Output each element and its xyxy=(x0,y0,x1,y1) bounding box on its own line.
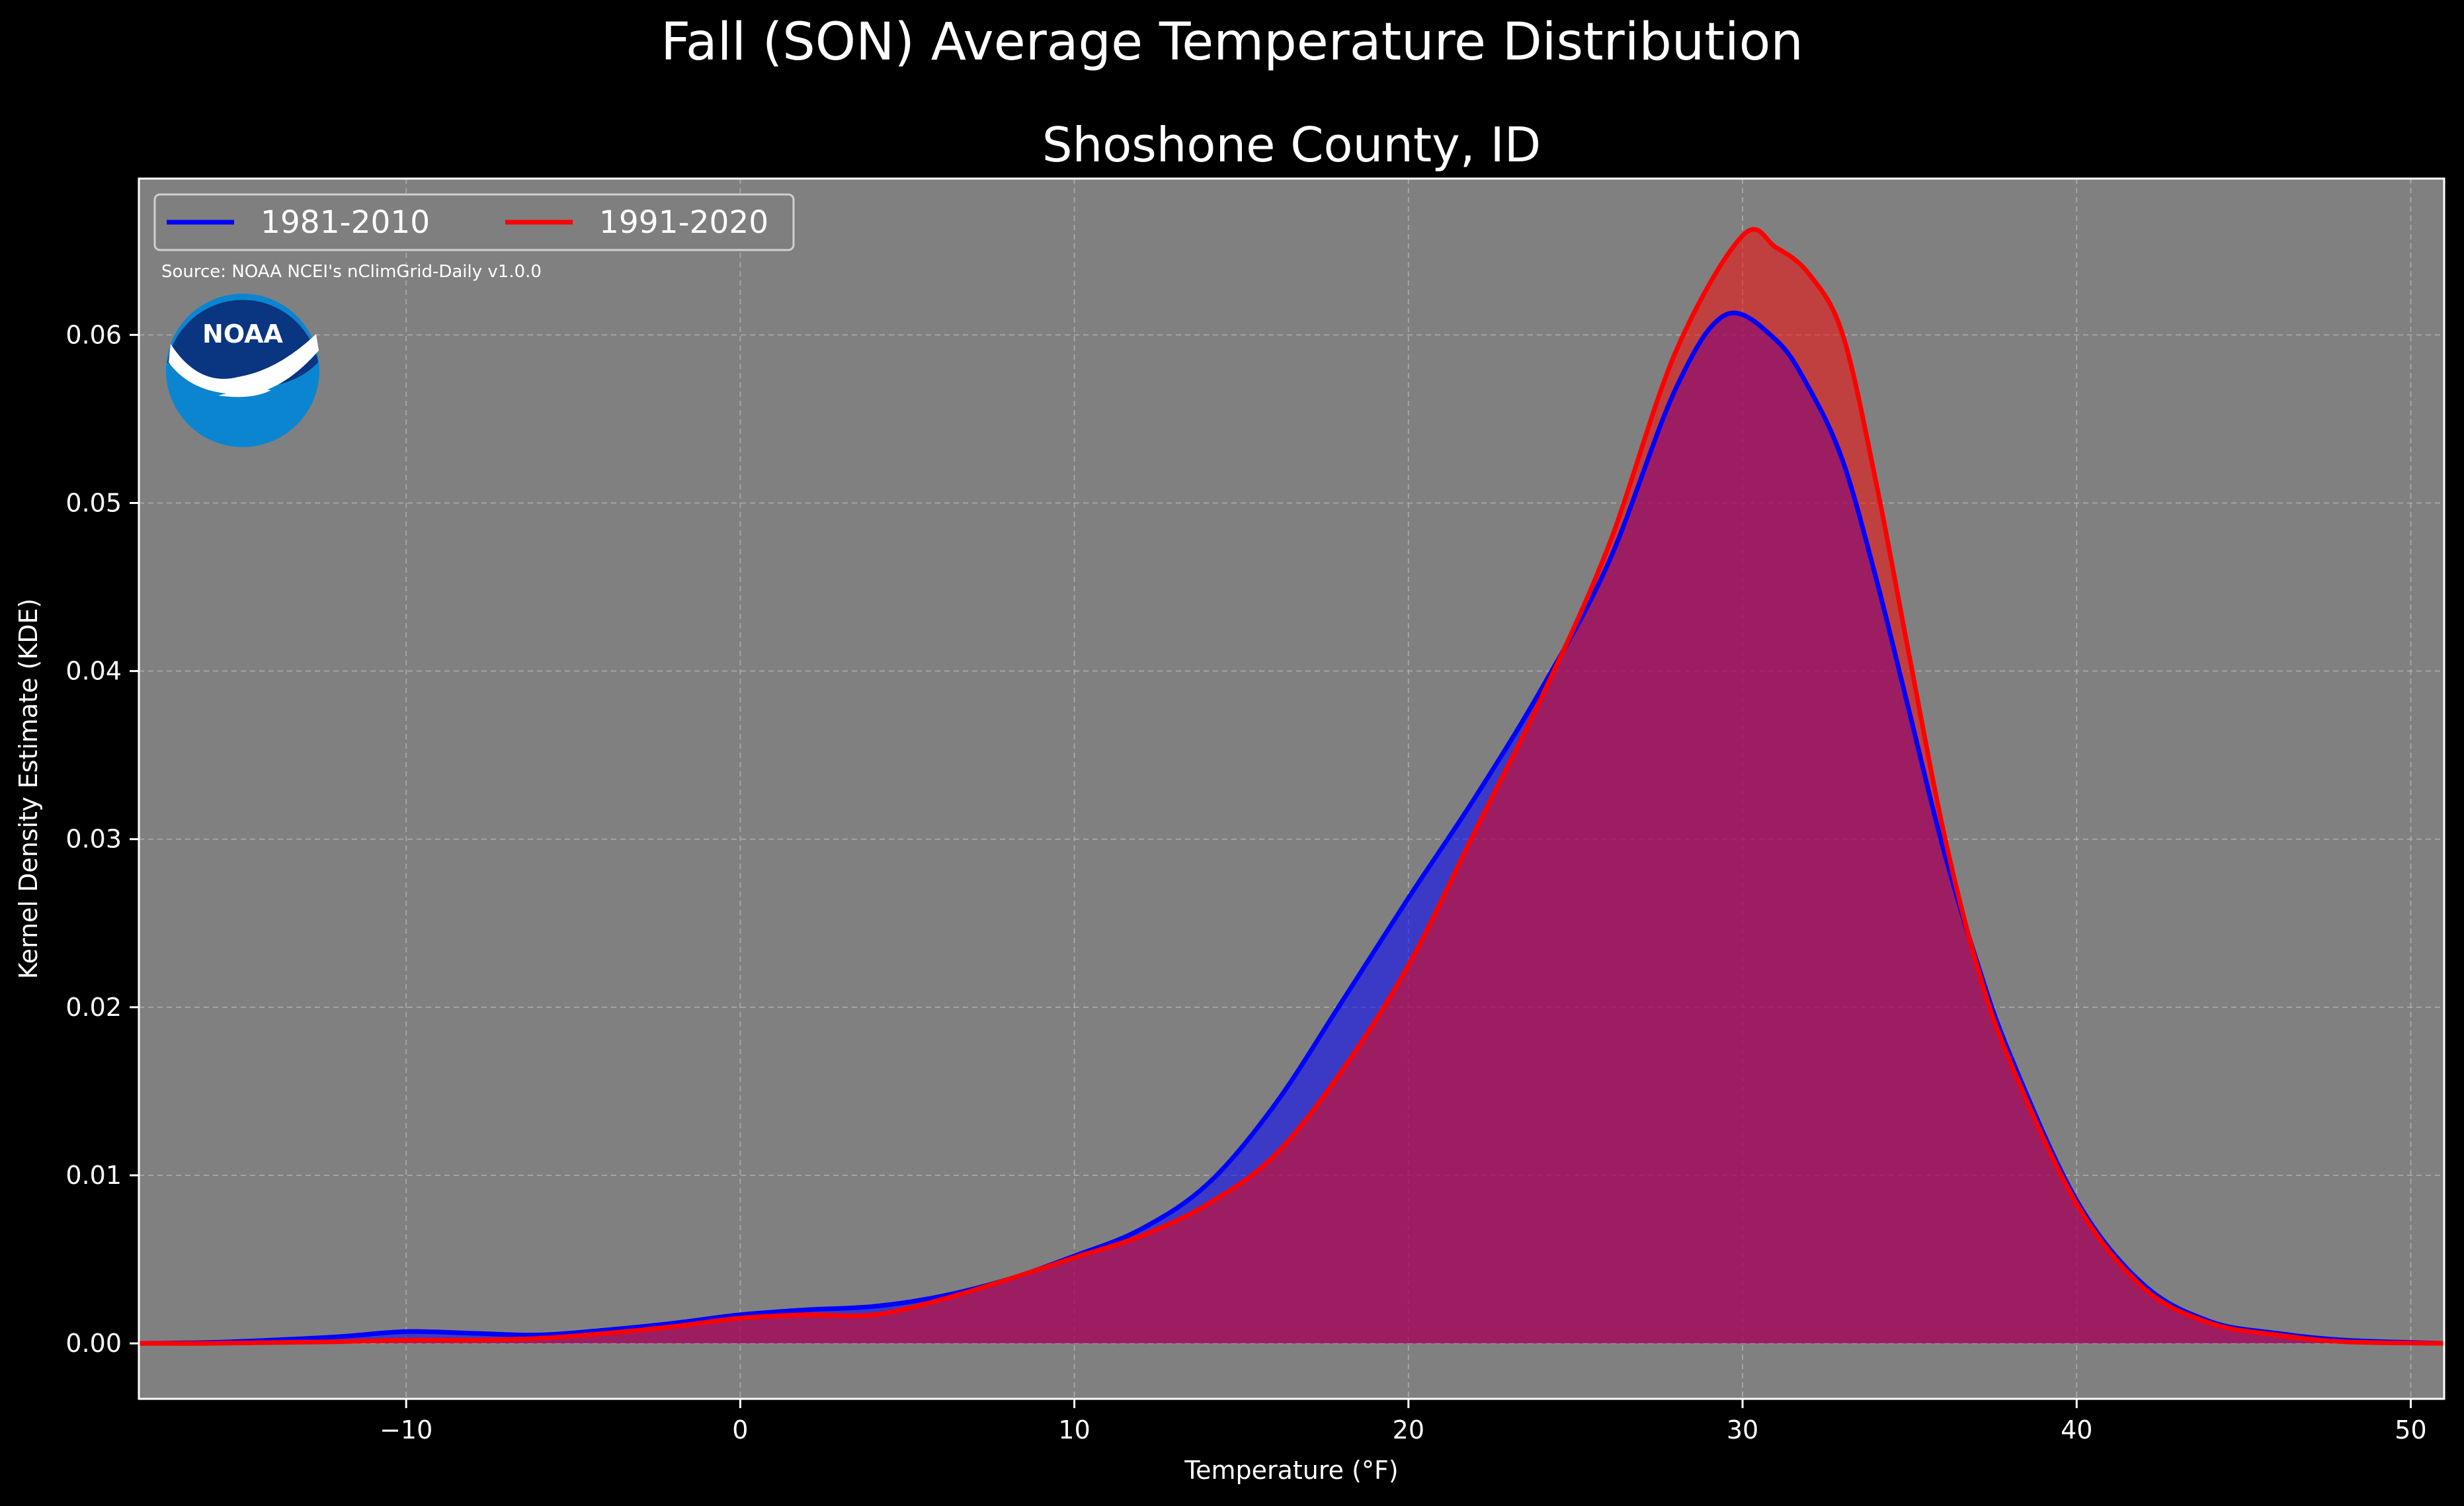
x-tick-label: 50 xyxy=(2395,1415,2426,1444)
plot-frame xyxy=(138,177,2445,1400)
y-tick-label: 0.06 xyxy=(65,320,122,349)
legend: 1981-2010 1991-2020 xyxy=(153,193,795,251)
y-tick-label: 0.00 xyxy=(65,1329,122,1358)
x-tick-label: 0 xyxy=(732,1415,748,1444)
y-tick-label: 0.05 xyxy=(65,488,122,517)
source-note: Source: NOAA NCEI's nClimGrid-Daily v1.0… xyxy=(161,262,542,282)
y-axis-label: Kernel Density Estimate (KDE) xyxy=(14,599,43,980)
x-axis-label: Temperature (°F) xyxy=(1184,1456,1398,1485)
noaa-logo-text: NOAA xyxy=(202,319,283,349)
legend-label-1991-2020: 1991-2020 xyxy=(599,204,768,241)
legend-label-1981-2010: 1981-2010 xyxy=(261,204,430,241)
series-area-1991-2020 xyxy=(139,229,2444,1344)
series-layer xyxy=(138,227,2445,1346)
y-tick-label: 0.01 xyxy=(65,1161,122,1190)
x-tick-label: 10 xyxy=(1058,1415,1090,1444)
x-tick-label: 30 xyxy=(1727,1415,1758,1444)
series-line-1991-2020 xyxy=(138,227,2445,1346)
y-tick-label: 0.04 xyxy=(65,657,122,686)
y-tick-label: 0.03 xyxy=(65,825,122,854)
axis-ticks: −10 0 10 20 30 40 50 0.00 0.01 0.02 0.03 0.04 0.05 0.… xyxy=(65,320,2426,1444)
grid xyxy=(139,179,2444,1399)
noaa-logo: NOAA xyxy=(166,294,319,447)
figure-suptitle: Fall (SON) Average Temperature Distribut… xyxy=(661,13,1803,72)
y-tick-label: 0.02 xyxy=(65,993,122,1022)
chart-subtitle: Shoshone County, ID xyxy=(1042,117,1541,173)
legend-box xyxy=(153,193,795,251)
x-tick-label: −10 xyxy=(380,1415,432,1444)
x-tick-label: 40 xyxy=(2061,1415,2092,1444)
series-line-1981-2010 xyxy=(138,310,2445,1346)
x-tick-label: 20 xyxy=(1393,1415,1424,1444)
